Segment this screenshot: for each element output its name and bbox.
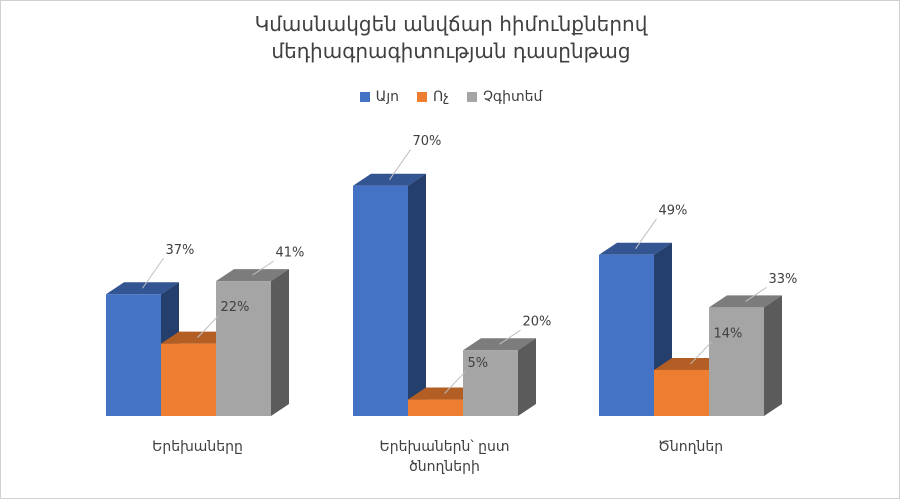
- legend: Այո Ոչ Չգիտեմ: [1, 89, 899, 105]
- data-label: 49%: [659, 203, 688, 218]
- x-tick-label: Երեխաներն՝ ըստ ծնողների: [379, 439, 510, 475]
- bar: [161, 343, 216, 416]
- x-tick-label: Ծնողներ: [657, 439, 724, 455]
- bar: [353, 185, 408, 416]
- legend-item: Ոչ: [417, 89, 449, 105]
- data-label: 22%: [221, 300, 250, 315]
- chart-title: Կմասնակցեն անվճար հիմունքներով մեդիագրագ…: [254, 12, 648, 63]
- leader-line: [197, 315, 219, 338]
- data-label: 20%: [523, 315, 552, 330]
- data-label: 70%: [413, 134, 442, 149]
- bar: [654, 369, 709, 416]
- data-label: 37%: [166, 243, 195, 258]
- bar: [709, 307, 764, 416]
- data-label: 14%: [714, 326, 743, 341]
- x-tick-label: Երեխաները: [152, 439, 243, 455]
- data-label: 41%: [276, 246, 305, 261]
- bar-side: [408, 173, 426, 416]
- legend-item: Այո: [359, 89, 400, 105]
- legend-label: Ոչ: [433, 89, 449, 105]
- leader-line: [635, 218, 657, 250]
- legend-item: Չգիտեմ: [466, 89, 543, 105]
- bar: [216, 281, 271, 416]
- bar-side: [518, 338, 536, 416]
- leader-line: [142, 257, 164, 289]
- bar-side: [764, 295, 782, 416]
- legend-label: Չգիտեմ: [482, 89, 543, 105]
- leader-line: [690, 341, 712, 365]
- legend-swatch: [466, 92, 477, 102]
- bar: [106, 294, 161, 416]
- leader-line: [389, 149, 411, 180]
- leader-line: [444, 371, 466, 394]
- legend-swatch: [359, 92, 370, 102]
- leader-line: [252, 260, 274, 276]
- bar: [408, 399, 463, 416]
- leader-line: [745, 287, 767, 302]
- data-label: 33%: [769, 272, 798, 287]
- legend-label: Այո: [375, 89, 400, 105]
- bar: [599, 254, 654, 416]
- bar-side: [271, 269, 289, 416]
- legend-swatch: [417, 92, 428, 102]
- leader-line: [499, 329, 521, 345]
- bar: [463, 350, 518, 416]
- data-label: 5%: [468, 356, 489, 371]
